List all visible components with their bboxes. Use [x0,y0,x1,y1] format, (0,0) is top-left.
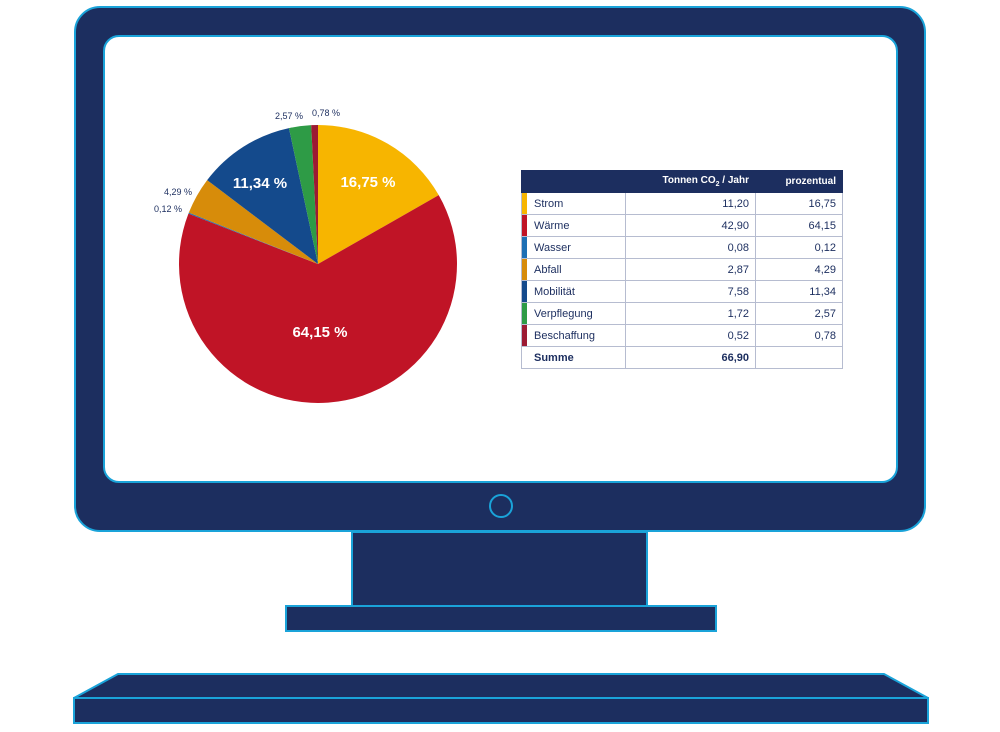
pie-chart: 16,75 % 64,15 % 0,12 % 4,29 % 11,34 % 2,57 % 0… [154,108,457,403]
pie-slice-wärme [179,195,457,403]
pie-slice-wasser [188,212,318,264]
table-row: Beschaffung 0,52 0,78 [521,324,843,347]
pie-slice-verpflegung [288,125,318,264]
row-tonnen: 0,52 [625,324,756,347]
header-prozentual: prozentual [755,170,843,193]
row-prozent: 0,78 [755,324,843,347]
row-label: Wasser [534,241,571,254]
pie-slice-strom [318,125,439,264]
sum-label: Summe [521,346,626,369]
row-name: Verpflegung [521,302,626,325]
row-prozent: 64,15 [755,214,843,237]
row-label: Beschaffung [534,329,595,342]
pie-label-abfall: 4,29 % [164,187,192,197]
row-prozent: 0,12 [755,236,843,259]
table-header-row: Tonnen CO2 / Jahr prozentual [521,170,843,193]
header-tonnen: Tonnen CO2 / Jahr [625,170,756,193]
table-row: Wasser 0,08 0,12 [521,236,843,259]
emissions-table: Tonnen CO2 / Jahr prozentual Strom 11,20 1… [521,170,843,369]
row-name: Abfall [521,258,626,281]
row-color-swatch [522,193,527,214]
table-row: Strom 11,20 16,75 [521,192,843,215]
sum-tonnen: 66,90 [625,346,756,369]
pie-label-wärme: 64,15 % [292,324,347,341]
table-row: Abfall 2,87 4,29 [521,258,843,281]
row-name: Wasser [521,236,626,259]
row-label: Strom [534,197,564,210]
pie-label-beschaffung: 0,78 % [312,108,340,118]
pie-label-verpflegung: 2,57 % [275,111,303,121]
pie-label-mobilität: 11,34 % [233,175,287,192]
table-row: Mobilität 7,58 11,34 [521,280,843,303]
row-tonnen: 42,90 [625,214,756,237]
row-color-swatch [522,325,527,346]
row-tonnen: 7,58 [625,280,756,303]
header-category [521,170,626,193]
row-color-swatch [522,281,527,302]
row-name: Mobilität [521,280,626,303]
row-color-swatch [522,259,527,280]
table-row: Wärme 42,90 64,15 [521,214,843,237]
monitor-stand-neck [351,531,648,609]
row-label: Mobilität [534,285,575,298]
power-button-icon [489,494,513,518]
row-prozent: 4,29 [755,258,843,281]
keyboard [73,673,929,724]
row-label: Verpflegung [534,307,593,320]
row-prozent: 2,57 [755,302,843,325]
monitor-stand-foot [285,605,717,632]
row-color-swatch [522,237,527,258]
row-color-swatch [522,215,527,236]
sum-prozent [755,346,843,369]
pie-label-wasser: 0,12 % [154,204,182,214]
row-tonnen: 11,20 [625,192,756,215]
row-name: Beschaffung [521,324,626,347]
row-label: Wärme [534,219,570,232]
pie-slice-beschaffung [311,125,318,264]
row-name: Wärme [521,214,626,237]
pie-slice-mobilität [207,128,318,264]
row-prozent: 11,34 [755,280,843,303]
row-label: Abfall [534,263,562,276]
table-sum-row: Summe 66,90 [521,346,843,369]
row-name: Strom [521,192,626,215]
pie-label-strom: 16,75 % [340,174,395,191]
pie-slice-abfall [188,180,318,264]
row-tonnen: 1,72 [625,302,756,325]
row-tonnen: 2,87 [625,258,756,281]
table-row: Verpflegung 1,72 2,57 [521,302,843,325]
row-prozent: 16,75 [755,192,843,215]
row-color-swatch [522,303,527,324]
row-tonnen: 0,08 [625,236,756,259]
